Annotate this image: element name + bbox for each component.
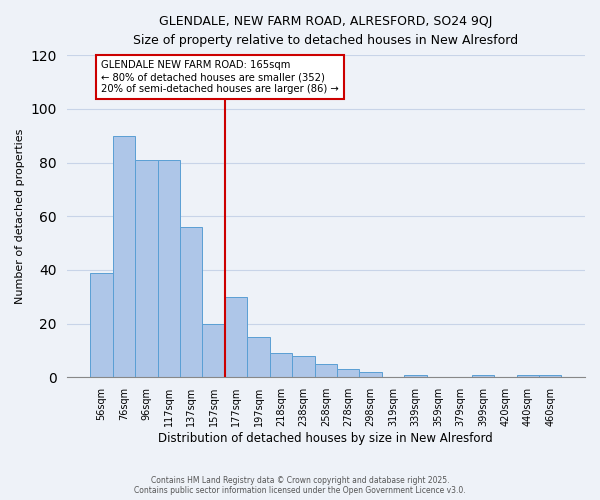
Bar: [202, 324, 225, 378]
Bar: [517, 374, 539, 378]
Bar: [90, 272, 113, 378]
Bar: [180, 227, 202, 378]
Bar: [158, 160, 180, 378]
Bar: [292, 356, 314, 378]
Text: GLENDALE NEW FARM ROAD: 165sqm
← 80% of detached houses are smaller (352)
20% of: GLENDALE NEW FARM ROAD: 165sqm ← 80% of …: [101, 60, 339, 94]
Bar: [135, 160, 158, 378]
Bar: [472, 374, 494, 378]
Bar: [247, 337, 270, 378]
Bar: [270, 353, 292, 378]
Title: GLENDALE, NEW FARM ROAD, ALRESFORD, SO24 9QJ
Size of property relative to detach: GLENDALE, NEW FARM ROAD, ALRESFORD, SO24…: [133, 15, 518, 47]
Bar: [359, 372, 382, 378]
Bar: [314, 364, 337, 378]
Bar: [113, 136, 135, 378]
Text: Contains HM Land Registry data © Crown copyright and database right 2025.
Contai: Contains HM Land Registry data © Crown c…: [134, 476, 466, 495]
X-axis label: Distribution of detached houses by size in New Alresford: Distribution of detached houses by size …: [158, 432, 493, 445]
Bar: [404, 374, 427, 378]
Bar: [539, 374, 562, 378]
Bar: [337, 370, 359, 378]
Y-axis label: Number of detached properties: Number of detached properties: [15, 128, 25, 304]
Bar: [225, 297, 247, 378]
